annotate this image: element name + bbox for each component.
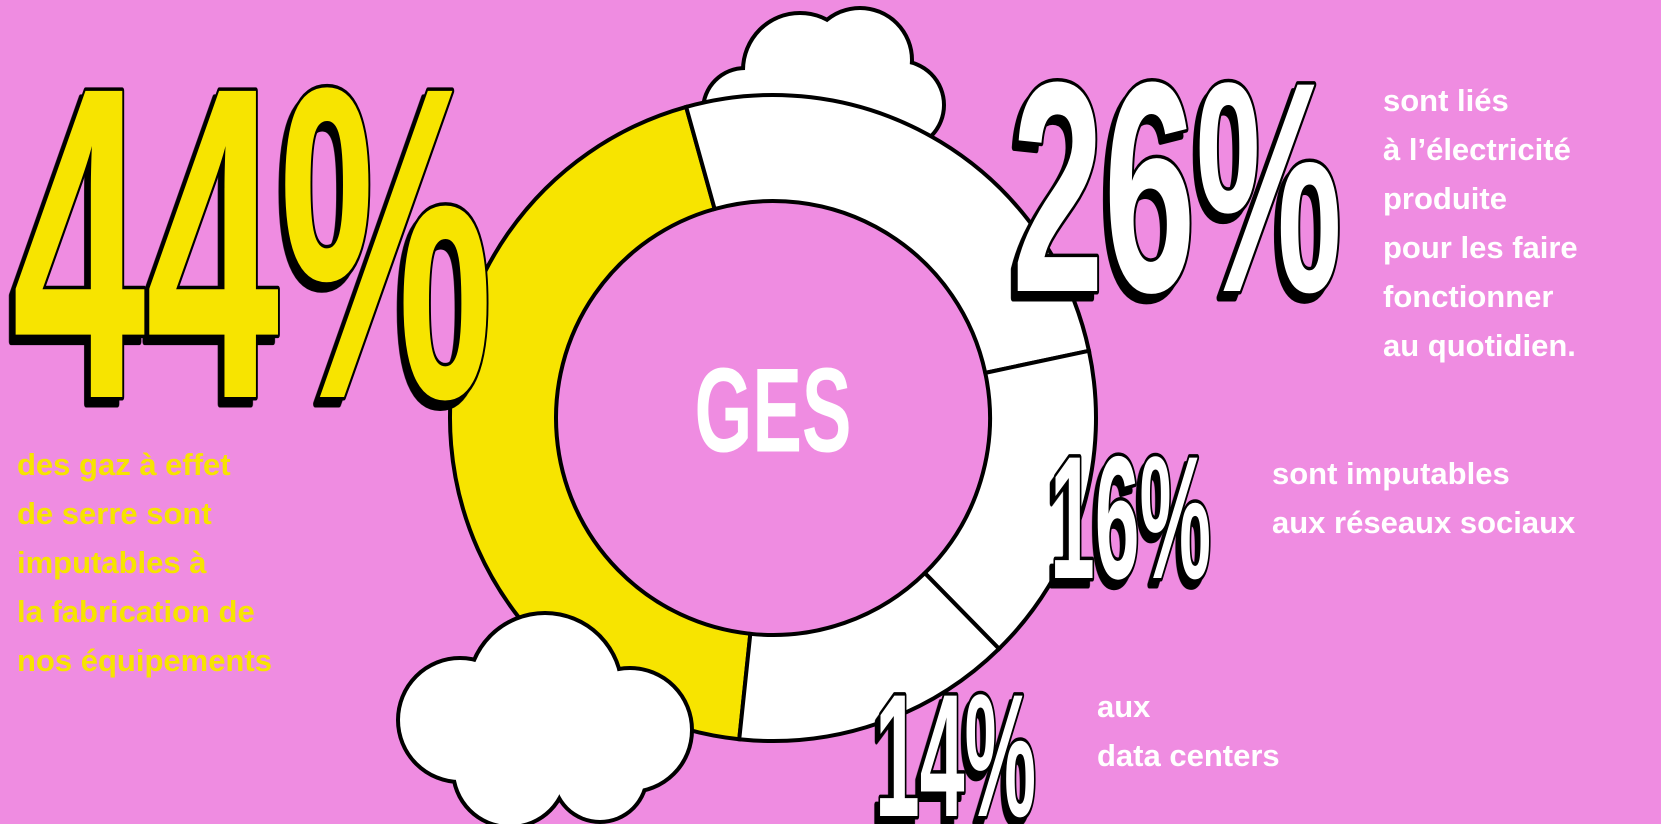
- category-description: des gaz à effet de serre sont imputables…: [17, 440, 272, 685]
- category-description: sont liés à l’électricité produite pour …: [1383, 76, 1578, 370]
- category-description: aux data centers: [1097, 682, 1280, 780]
- value-label: 26%: [1012, 21, 1342, 356]
- center-label: GES: [694, 345, 851, 478]
- category-description: sont imputables aux réseaux sociaux: [1272, 449, 1575, 547]
- infographic: GES 44% 26% 16%14% des gaz à effet de serr…: [0, 0, 1661, 824]
- value-label: 14%: [875, 658, 1036, 824]
- value-label: 44%: [12, 0, 493, 492]
- value-label: 16%: [1050, 420, 1211, 615]
